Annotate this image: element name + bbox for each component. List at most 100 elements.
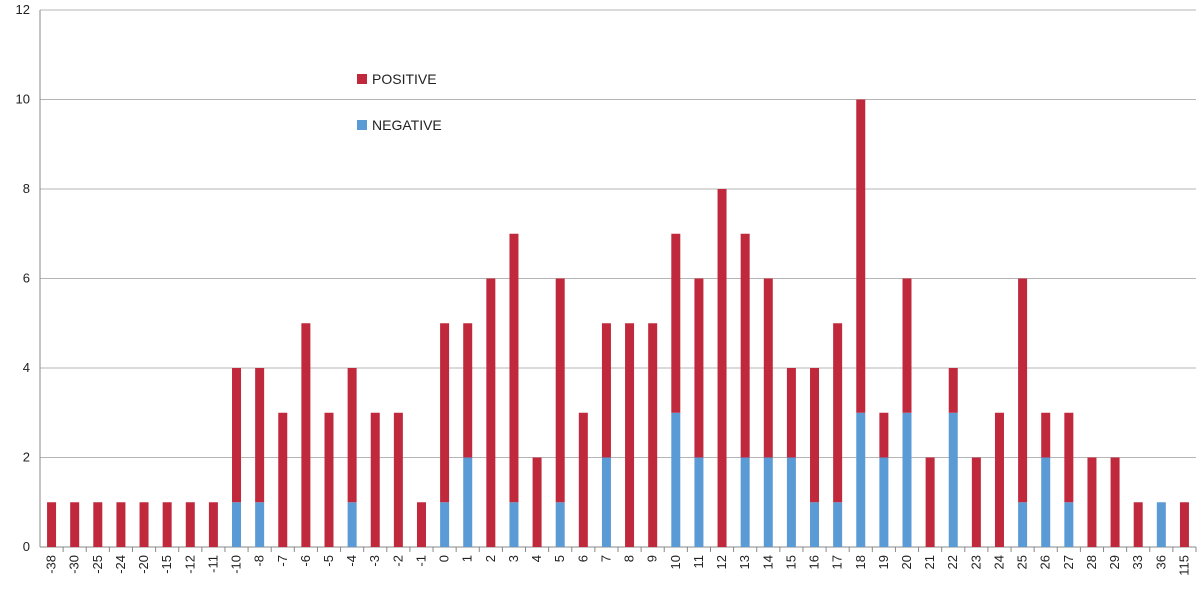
x-tick-label: -6 xyxy=(298,555,313,567)
bar-negative xyxy=(856,412,866,547)
x-tick-label: 27 xyxy=(1061,555,1076,569)
bar-negative xyxy=(440,502,450,547)
bar-positive xyxy=(532,457,542,547)
bar-positive xyxy=(648,323,658,547)
bar-positive xyxy=(1110,457,1120,547)
x-tick-label: -1 xyxy=(413,555,428,567)
legend-swatch-positive xyxy=(357,74,367,84)
bar-positive xyxy=(278,412,288,547)
x-tick-label: 16 xyxy=(807,555,822,569)
x-tick-label: -5 xyxy=(321,555,336,567)
bar-positive xyxy=(509,233,519,503)
bar-positive xyxy=(70,502,80,547)
bar-positive xyxy=(763,278,773,458)
x-tick-label: 24 xyxy=(991,555,1006,569)
bar-negative xyxy=(1156,502,1166,547)
bar-positive xyxy=(948,368,958,413)
x-tick-label: -30 xyxy=(67,555,82,574)
bar-positive xyxy=(347,368,357,503)
legend-label-negative: NEGATIVE xyxy=(372,117,442,133)
x-tick-label: -25 xyxy=(90,555,105,574)
bar-positive xyxy=(625,323,635,547)
bar-negative xyxy=(463,457,473,547)
x-tick-label: 2 xyxy=(483,555,498,562)
x-tick-label: 11 xyxy=(691,555,706,569)
bar-positive xyxy=(925,457,935,547)
bar-positive xyxy=(116,502,126,547)
x-tick-label: 7 xyxy=(598,555,613,562)
x-tick-label: 18 xyxy=(853,555,868,569)
y-tick-label: 12 xyxy=(16,2,30,17)
bar-positive xyxy=(162,502,172,547)
bar-positive xyxy=(370,412,380,547)
x-tick-label: 9 xyxy=(645,555,660,562)
x-tick-label: -24 xyxy=(113,555,128,574)
bar-positive xyxy=(486,278,496,547)
bar-negative xyxy=(671,412,681,547)
x-tick-label: 15 xyxy=(783,555,798,569)
bar-positive xyxy=(833,323,843,503)
bars xyxy=(47,99,1189,547)
x-tick-label: 17 xyxy=(830,555,845,569)
legend-swatch-negative xyxy=(357,120,367,130)
bar-positive xyxy=(1179,502,1189,547)
bar-negative xyxy=(763,457,773,547)
bar-positive xyxy=(255,368,265,503)
x-tick-label: 5 xyxy=(552,555,567,562)
bar-positive xyxy=(694,278,704,458)
bar-negative xyxy=(509,502,519,547)
x-tick-label: 10 xyxy=(668,555,683,569)
bar-positive xyxy=(1087,457,1097,547)
bar-positive xyxy=(232,368,242,503)
bar-positive xyxy=(717,189,727,547)
bar-positive xyxy=(301,323,311,547)
x-tick-label: 26 xyxy=(1038,555,1053,569)
y-tick-label: 10 xyxy=(16,92,30,107)
x-tick-label: -15 xyxy=(159,555,174,574)
bar-positive xyxy=(740,233,750,458)
x-tick-label: 25 xyxy=(1015,555,1030,569)
x-tick-label: 8 xyxy=(622,555,637,562)
y-tick-label: 8 xyxy=(23,181,30,196)
x-tick-label: 36 xyxy=(1153,555,1168,569)
bar-negative xyxy=(694,457,704,547)
x-tick-label: -8 xyxy=(252,555,267,567)
bar-positive xyxy=(879,412,889,458)
bar-positive xyxy=(555,278,565,503)
y-tick-label: 2 xyxy=(23,450,30,465)
bar-positive xyxy=(393,412,403,547)
bar-negative xyxy=(902,412,912,547)
bar-positive xyxy=(185,502,195,547)
bar-negative xyxy=(879,457,889,547)
x-tick-label: -12 xyxy=(182,555,197,574)
bar-negative xyxy=(1064,502,1074,547)
x-tick-label: 0 xyxy=(437,555,452,562)
x-tick-label: -38 xyxy=(44,555,59,574)
x-tick-label: -3 xyxy=(367,555,382,567)
bar-positive xyxy=(902,278,912,413)
x-tick-label: 22 xyxy=(945,555,960,569)
bar-positive xyxy=(994,412,1004,547)
x-tick-label: 12 xyxy=(714,555,729,569)
x-tick-label: 33 xyxy=(1130,555,1145,569)
bar-positive xyxy=(971,457,981,547)
bar-negative xyxy=(1018,502,1028,547)
x-tick-label: 1 xyxy=(460,555,475,562)
x-tick-label: 6 xyxy=(575,555,590,562)
legend-label-positive: POSITIVE xyxy=(372,71,437,87)
bar-positive xyxy=(463,323,473,458)
x-tick-label: -7 xyxy=(275,555,290,567)
x-tick-label: -4 xyxy=(344,555,359,567)
y-tick-label: 0 xyxy=(23,539,30,554)
x-tick-label: 23 xyxy=(968,555,983,569)
bar-positive xyxy=(578,412,588,547)
bar-positive xyxy=(416,502,426,547)
y-tick-label: 6 xyxy=(23,271,30,286)
bar-negative xyxy=(1041,457,1051,547)
x-tick-label: 29 xyxy=(1107,555,1122,569)
bar-positive xyxy=(1133,502,1143,547)
bar-positive xyxy=(856,99,866,413)
bar-positive xyxy=(324,412,334,547)
